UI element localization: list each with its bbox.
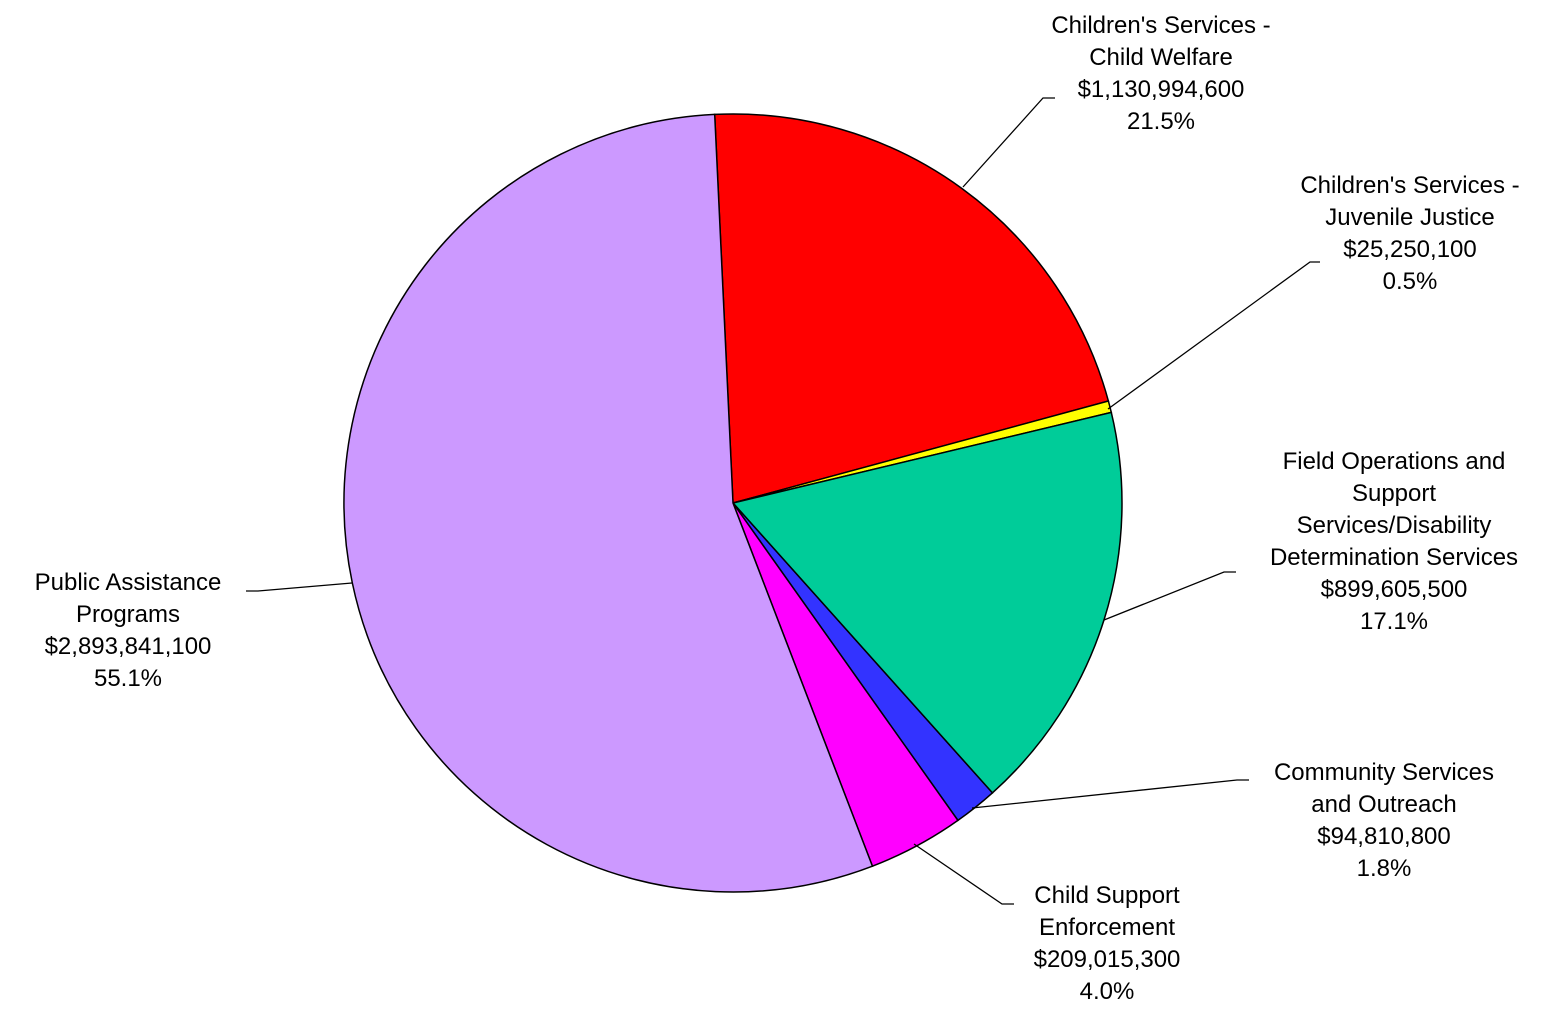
slice-name-line: Children's Services - bbox=[1051, 12, 1270, 39]
slice-percent: 17.1% bbox=[1360, 608, 1428, 635]
slice-value: $209,015,300 bbox=[1034, 946, 1181, 973]
slice-name-line: Support bbox=[1352, 480, 1436, 507]
slice-label-1: Children's Services - Juvenile Justice $25… bbox=[1300, 172, 1519, 295]
slice-percent: 0.5% bbox=[1383, 268, 1438, 295]
leader-line-0 bbox=[962, 97, 1055, 188]
slice-value: $899,605,500 bbox=[1321, 576, 1468, 603]
slice-label-5: Public Assistance Programs $2,893,841,100 5… bbox=[35, 569, 222, 692]
slice-value: $25,250,100 bbox=[1343, 236, 1476, 263]
slice-label-0: Children's Services - Child Welfare $1,130… bbox=[1051, 12, 1270, 135]
slice-percent: 55.1% bbox=[94, 665, 162, 692]
slice-name-line: Services/Disability bbox=[1297, 512, 1492, 539]
slice-label-2: Field Operations and Support Services/Disa… bbox=[1270, 448, 1518, 635]
leader-line-3 bbox=[971, 779, 1249, 809]
slice-name-line: Enforcement bbox=[1039, 914, 1175, 941]
slice-name-line: Public Assistance bbox=[35, 569, 222, 596]
slice-name-line: Child Support bbox=[1034, 882, 1180, 909]
leader-lines bbox=[246, 97, 1320, 905]
slice-name-line: and Outreach bbox=[1311, 791, 1456, 818]
slice-name-line: Programs bbox=[76, 601, 180, 628]
leader-line-4 bbox=[913, 843, 1014, 905]
pie-slice-2 bbox=[731, 411, 1123, 794]
pie-slice-0 bbox=[713, 113, 1110, 504]
pie-slices bbox=[343, 113, 1123, 893]
slice-name-line: Juvenile Justice bbox=[1325, 204, 1494, 231]
slice-value: $2,893,841,100 bbox=[45, 633, 212, 660]
slice-label-4: Child Support Enforcement $209,015,300 4.0% bbox=[1034, 882, 1181, 1005]
slice-labels: Children's Services - Child Welfare $1,130… bbox=[35, 12, 1520, 1005]
slice-value: $1,130,994,600 bbox=[1078, 76, 1245, 103]
slice-name-line: Children's Services - bbox=[1300, 172, 1519, 199]
slice-percent: 1.8% bbox=[1357, 855, 1412, 882]
slice-percent: 21.5% bbox=[1127, 108, 1195, 135]
slice-value: $94,810,800 bbox=[1317, 823, 1450, 850]
pie-slice-5 bbox=[343, 113, 874, 893]
leader-line-1 bbox=[1107, 261, 1320, 410]
slice-name-line: Child Welfare bbox=[1089, 44, 1233, 71]
slice-name-line: Field Operations and bbox=[1283, 448, 1506, 475]
slice-label-3: Community Services and Outreach $94,810,80… bbox=[1274, 759, 1494, 882]
leader-line-2 bbox=[1103, 571, 1236, 621]
leader-line-5 bbox=[246, 582, 353, 592]
slice-name-line: Determination Services bbox=[1270, 544, 1518, 571]
slice-percent: 4.0% bbox=[1080, 978, 1135, 1005]
slice-name-line: Community Services bbox=[1274, 759, 1494, 786]
